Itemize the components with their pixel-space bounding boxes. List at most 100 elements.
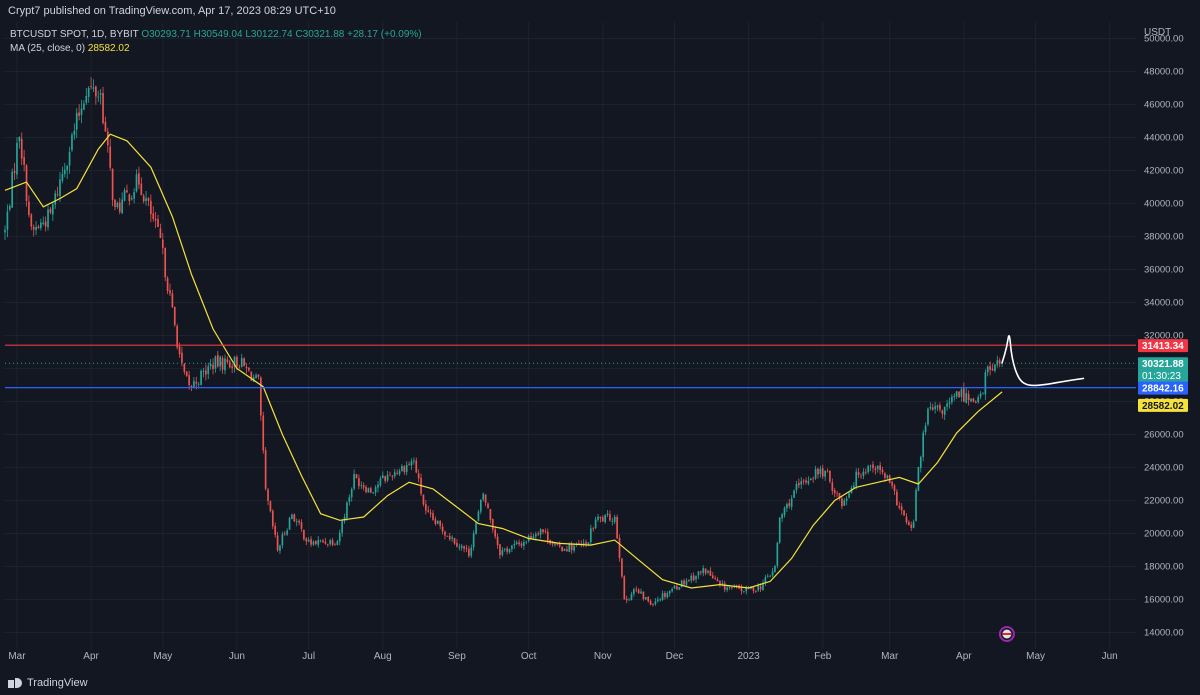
candle: [353, 469, 355, 491]
candle: [508, 548, 511, 554]
candle: [814, 465, 817, 481]
candle: [468, 545, 470, 558]
y-tick-label: 26000.00: [1144, 430, 1184, 441]
candle: [633, 587, 635, 597]
candle: [487, 502, 489, 509]
candle: [523, 539, 525, 550]
candle: [200, 369, 202, 386]
candle: [790, 495, 793, 511]
legend-ma-value: 28582.02: [87, 43, 130, 54]
candle: [845, 496, 848, 506]
candle: [578, 539, 580, 545]
candle: [147, 197, 150, 207]
legend-ma-label[interactable]: MA (25, close, 0): [10, 43, 86, 54]
candle: [838, 492, 841, 501]
ma-price-tag-text: 28582.02: [1142, 401, 1184, 412]
event-marker-icon[interactable]: [998, 626, 1015, 642]
x-tick-label: May: [1026, 651, 1045, 662]
candle: [929, 402, 932, 411]
candle: [943, 406, 946, 421]
candle: [343, 513, 346, 524]
publisher-text: Crypt7 published on TradingView.com, Apr…: [8, 5, 336, 17]
candle: [496, 533, 499, 549]
candle: [716, 577, 719, 582]
candle: [381, 471, 384, 479]
candle: [28, 195, 30, 218]
candle: [389, 471, 391, 476]
candle: [446, 535, 449, 537]
candle: [821, 464, 824, 479]
last-price-tag-text: 01:30:23: [1142, 371, 1181, 382]
candle: [671, 587, 673, 593]
candle: [702, 565, 705, 577]
price-chart[interactable]: 14000.00 16000.00 18000.00 20000.00 22000.00…: [0, 22, 1200, 673]
x-tick-label: May: [153, 651, 172, 662]
candle: [142, 193, 145, 204]
candle: [405, 461, 408, 476]
candle: [413, 457, 415, 465]
candle: [32, 224, 35, 237]
candle: [618, 534, 621, 562]
candle: [623, 575, 626, 600]
candle: [329, 538, 332, 547]
candle: [374, 485, 377, 496]
candle: [723, 580, 726, 593]
candle: [264, 447, 267, 491]
candle: [690, 573, 693, 584]
candle: [864, 468, 867, 475]
candle: [377, 481, 379, 493]
support-price-tag-text: 28842.16: [1142, 384, 1184, 395]
candle: [398, 468, 401, 477]
candle: [157, 214, 159, 228]
candle: [513, 540, 516, 550]
tradingview-brand[interactable]: TradingView: [8, 677, 88, 689]
candle: [876, 465, 879, 473]
candle: [298, 519, 300, 526]
candle: [16, 137, 18, 180]
legend-open: O30293.71: [141, 29, 191, 40]
candle: [80, 99, 83, 124]
x-tick-label: Jun: [229, 651, 245, 662]
x-tick-label: Jun: [1102, 651, 1118, 662]
candle: [953, 393, 956, 401]
candle: [214, 355, 217, 373]
candle: [243, 357, 245, 367]
x-tick-label: Sep: [448, 651, 466, 662]
candle: [317, 536, 320, 548]
y-tick-label: 24000.00: [1144, 463, 1184, 474]
candle: [133, 188, 135, 204]
candle: [135, 169, 138, 193]
candle: [458, 543, 461, 551]
candle: [118, 197, 121, 215]
candle: [274, 522, 277, 538]
candle: [654, 598, 657, 606]
candle: [699, 570, 702, 576]
projection-drawing[interactable]: [1001, 334, 1085, 387]
y-tick-label: 46000.00: [1144, 100, 1184, 111]
candle: [685, 578, 688, 587]
legend-symbol[interactable]: BTCUSDT SPOT, 1D, BYBIT: [10, 29, 139, 40]
candle: [240, 353, 243, 368]
candle: [829, 470, 831, 484]
candle: [661, 590, 664, 601]
candle: [315, 540, 317, 546]
candle: [434, 516, 437, 526]
candle: [463, 545, 465, 553]
candle: [982, 392, 984, 395]
candle: [441, 523, 444, 535]
candle: [743, 590, 745, 594]
candle: [97, 90, 100, 103]
candle: [754, 590, 757, 594]
candle: [585, 539, 587, 548]
candle: [998, 357, 1001, 368]
candle: [403, 465, 406, 475]
candle: [68, 146, 71, 174]
candle: [410, 458, 413, 471]
candle: [59, 171, 61, 202]
candle: [111, 168, 114, 207]
candle: [281, 531, 284, 549]
candle: [338, 529, 341, 546]
legend-ma-row: MA (25, close, 0) 28582.02: [10, 42, 422, 56]
candle: [432, 510, 434, 521]
